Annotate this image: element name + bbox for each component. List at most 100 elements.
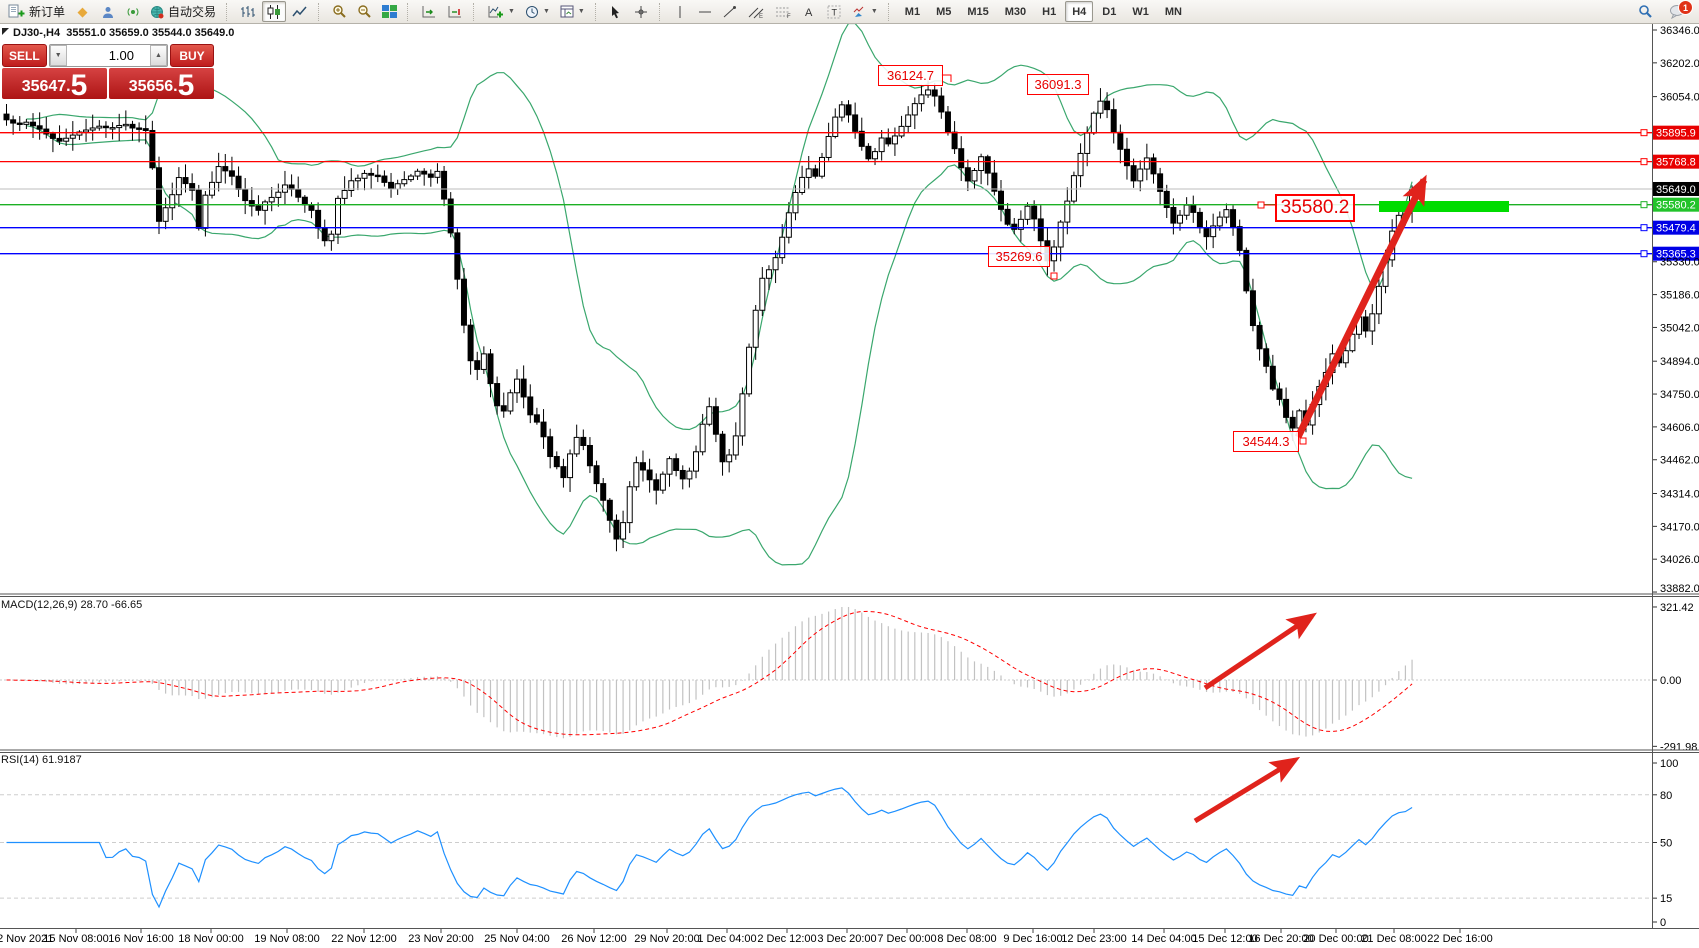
line-chart-button[interactable] [288, 1, 312, 22]
trend-arrow-macd[interactable] [1203, 612, 1317, 691]
templates-button[interactable]: ▼ [556, 1, 589, 22]
globe-icon [150, 5, 165, 19]
callout-leader-line [941, 74, 952, 82]
price-level-lines: 35895.9 35768.8 35649.0 35580.2 35479.4 35365… [0, 125, 1699, 261]
price-axis-label [1653, 197, 1699, 212]
callout-marker[interactable] [1050, 272, 1058, 280]
timeframe-m15-button[interactable]: M15 [960, 1, 995, 22]
svg-text:35580.2: 35580.2 [1656, 200, 1696, 212]
price-callout-label[interactable]: 35580.2 [1275, 194, 1355, 222]
search-button[interactable] [1634, 1, 1657, 22]
text-button[interactable]: A [798, 1, 821, 22]
trend-arrow-main[interactable] [1294, 174, 1428, 439]
timeframe-m5-button[interactable]: M5 [929, 1, 958, 22]
volume-input[interactable] [66, 45, 150, 66]
toolbar: 新订单 ◆ 自动交易 ▼ ▼ ▼ E F A T ▼ M1 M5 M15 M30 H1 H4 D1 W1 MN 1 [0, 0, 1699, 24]
horizontal-line-button[interactable] [694, 1, 717, 22]
svg-text:7 Dec 00:00: 7 Dec 00:00 [877, 933, 936, 945]
callout-marker[interactable] [1299, 437, 1307, 445]
periods-button[interactable]: ▼ [521, 1, 554, 22]
svg-text:3 Dec 20:00: 3 Dec 20:00 [817, 933, 876, 945]
notifications-button[interactable]: 1 [1665, 0, 1693, 22]
svg-text:321.42: 321.42 [1660, 602, 1694, 614]
vertical-line-button[interactable] [669, 1, 692, 22]
svg-text:22 Nov 12:00: 22 Nov 12:00 [331, 933, 396, 945]
svg-text:E: E [759, 14, 763, 19]
svg-text:34170.0: 34170.0 [1660, 521, 1699, 533]
rsi-axis: 100 80 50 15 0 [1652, 758, 1678, 929]
sell-button[interactable]: SELL [2, 44, 47, 67]
candles-icon [266, 4, 282, 19]
rsi-line [6, 787, 1413, 909]
buy-price-display[interactable]: 35656. 5 [109, 68, 214, 101]
fibonacci-button[interactable]: F [771, 1, 796, 22]
channel-button[interactable]: E [744, 1, 769, 22]
svg-text:35186.0: 35186.0 [1660, 290, 1699, 302]
zoom-in-button[interactable] [328, 1, 351, 22]
volume-increase-button[interactable]: ▲ [150, 45, 167, 66]
auto-scroll-icon [421, 5, 437, 19]
svg-text:2 Dec 12:00: 2 Dec 12:00 [757, 933, 816, 945]
indicators-button[interactable]: ▼ [483, 1, 519, 22]
svg-text:35330.0: 35330.0 [1660, 257, 1699, 269]
dropdown-caret-icon: ▼ [508, 8, 515, 15]
svg-text:25 Nov 04:00: 25 Nov 04:00 [484, 933, 549, 945]
svg-text:35895.9: 35895.9 [1656, 128, 1696, 140]
new-order-button[interactable]: 新订单 [4, 1, 69, 22]
price-callout-label[interactable]: 35269.6 [988, 246, 1050, 267]
svg-text:34026.0: 34026.0 [1660, 554, 1699, 566]
price-callout-label[interactable]: 36124.7 [878, 65, 943, 86]
toolbar-separator [407, 2, 412, 21]
svg-text:35649.0: 35649.0 [1656, 184, 1696, 196]
diamond-icon: ◆ [77, 3, 88, 19]
one-click-trading-panel: SELL ▼ ▲ BUY 35647.5 35656.5 [2, 44, 214, 101]
timeframe-m1-button[interactable]: M1 [898, 1, 927, 22]
chart-shift-icon [447, 5, 463, 19]
chart-title: DJ30-,H4 35551.0 35659.0 35544.0 35649.0 [13, 27, 234, 39]
svg-text:22 Dec 16:00: 22 Dec 16:00 [1427, 933, 1492, 945]
timeframe-h1-button[interactable]: H1 [1035, 1, 1063, 22]
timeframe-d1-button[interactable]: D1 [1095, 1, 1123, 22]
svg-text:9 Dec 16:00: 9 Dec 16:00 [1003, 933, 1062, 945]
zoom-out-button[interactable] [353, 1, 376, 22]
text-label-button[interactable]: T [823, 1, 846, 22]
svg-text:A: A [805, 7, 813, 19]
price-axis-label [1653, 181, 1699, 196]
new-order-icon [8, 4, 26, 19]
trendline-button[interactable] [719, 1, 742, 22]
auto-scroll-button[interactable] [417, 1, 441, 22]
bar-chart-button[interactable] [236, 1, 260, 22]
timeframe-m30-button[interactable]: M30 [998, 1, 1033, 22]
crosshair-button[interactable] [630, 1, 653, 22]
tiles-icon [382, 5, 398, 18]
svg-text:33882.0: 33882.0 [1660, 583, 1699, 595]
svg-text:34750.0: 34750.0 [1660, 389, 1699, 401]
market-watch-button[interactable] [121, 1, 144, 22]
volume-decrease-button[interactable]: ▼ [49, 45, 67, 66]
buy-button[interactable]: BUY [170, 44, 214, 67]
candlestick-chart-button[interactable] [262, 1, 287, 22]
callout-marker[interactable] [1257, 201, 1265, 209]
breakout-highlight-zone[interactable] [1379, 201, 1509, 212]
price-callout-label[interactable]: 36091.3 [1027, 74, 1089, 95]
chart-shift-button[interactable] [443, 1, 467, 22]
svg-text:26 Nov 12:00: 26 Nov 12:00 [561, 933, 626, 945]
toolbar-separator [226, 2, 231, 21]
cursor-button[interactable] [605, 1, 628, 22]
auto-trading-button[interactable]: 自动交易 [146, 1, 220, 22]
macd-label: MACD(12,26,9) 28.70 -66.65 [1, 599, 143, 611]
timeframe-w1-button[interactable]: W1 [1125, 1, 1156, 22]
price-callout-label[interactable]: 34544.3 [1233, 431, 1299, 452]
symbol-marker-icon [2, 28, 9, 35]
timeframe-mn-button[interactable]: MN [1158, 1, 1189, 22]
arrows-button[interactable]: ▼ [848, 1, 882, 22]
tile-windows-button[interactable] [378, 1, 401, 22]
chart-window-button[interactable]: ◆ [71, 1, 94, 22]
sell-price-display[interactable]: 35647. 5 [2, 68, 107, 101]
profile-button[interactable] [96, 1, 119, 22]
timeframe-h4-button[interactable]: H4 [1065, 1, 1094, 22]
rsi-label: RSI(14) 61.9187 [1, 754, 82, 766]
trend-arrow-rsi[interactable] [1193, 756, 1301, 824]
price-axis: 36346.0 36202.0 36054.0 35330.0 35186.0 35042… [1652, 25, 1699, 595]
